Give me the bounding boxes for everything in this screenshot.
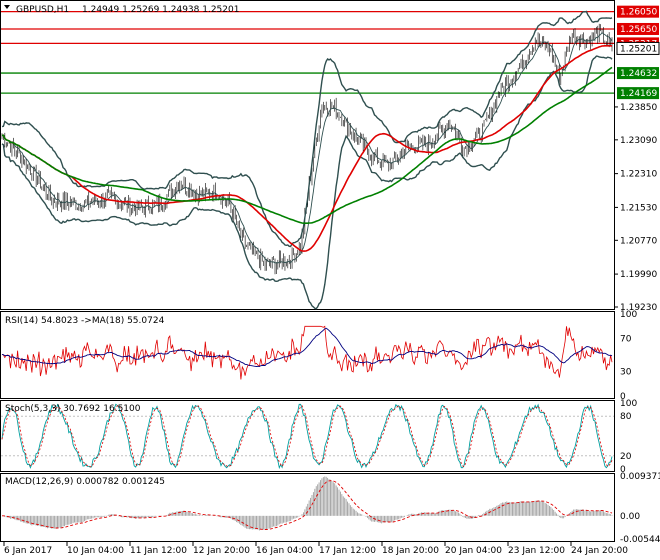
stoch-tick-label: 0 [620,465,626,475]
time-tick-label: 20 Jan 04:00 [445,546,502,556]
stoch-tick-label: 80 [620,412,632,422]
price-label: 1.24632 [620,69,657,79]
time-tick-label: 10 Jan 04:00 [67,546,124,556]
price-label-box [617,22,659,35]
price-tick-label: 1.19990 [620,270,657,280]
price-panel[interactable] [0,0,615,310]
stoch-main-line [1,403,613,470]
time-tick-label: 24 Jan 20:00 [571,546,628,556]
stoch-tick-label: 20 [620,452,632,462]
price-label: 1.24169 [620,89,657,99]
macd-signal-line [2,480,613,530]
price-tick-label: 1.23090 [620,136,657,146]
macd-tick-label: 0.009371 [620,472,660,482]
rsi-title: RSI(14) 54.8023 ->MA(18) 55.0724 [5,316,165,326]
rsi-ma-line [1,327,613,367]
rsi-axis: 100 70 30 0 [620,310,637,402]
time-tick-label: 23 Jan 12:00 [508,546,565,556]
red-ma [1,44,613,252]
time-tick-label: 16 Jan 04:00 [256,546,313,556]
macd-axis: 0.009371 0.00 -0.005449 [620,472,660,545]
price-tick-label: 1.20770 [620,236,657,246]
bollinger-upper [1,10,613,248]
price-label-box [617,87,659,100]
price-label: 1.25650 [620,25,657,35]
stoch-plot [1,403,614,470]
macd-title: MACD(12,26,9) 0.000782 0.001245 [5,477,165,487]
ohlc-label: 1.24949 1.25269 1.24938 1.25201 [82,5,239,15]
time-tick-label: 18 Jan 20:00 [382,546,439,556]
time-tick-label: 12 Jan 20:00 [193,546,250,556]
time-tick-label: 6 Jan 2017 [4,546,52,556]
rsi-plot [1,325,613,380]
price-tick-label: 1.22310 [620,170,657,180]
rsi-tick-label: 100 [620,310,637,320]
price-label-box [617,67,659,80]
price-axis: 1.260501.256501.253171.252011.246321.241… [614,5,660,313]
stoch-signal-line [1,404,613,468]
stoch-tick-label: 100 [620,399,637,409]
fast-ma [1,32,613,264]
price-tick-label: 1.19230 [620,303,657,313]
stoch-title: Stoch(5,3,3) 30.7692 16.5100 [5,404,141,414]
stoch-panel[interactable] [0,400,615,472]
time-tick-label: 11 Jan 12:00 [130,546,187,556]
rsi-tick-label: 30 [620,367,632,377]
price-plot [1,10,614,310]
macd-tick-label: -0.005449 [620,535,660,545]
current-price-box [616,41,660,55]
macd-plot [2,476,613,531]
price-tick-label: 1.23850 [620,103,657,113]
price-label: 1.26050 [620,8,657,18]
rsi-tick-label: 0 [620,392,626,402]
time-axis: 6 Jan 2017 10 Jan 04:00 11 Jan 12:00 12 Jan… [3,542,628,556]
green-ma [1,66,613,224]
macd-tick-label: 0.00 [620,512,640,522]
time-tick-label: 17 Jan 12:00 [319,546,376,556]
dropdown-arrow-icon[interactable] [4,5,10,9]
rsi-tick-label: 70 [620,335,632,345]
rsi-line [1,325,613,380]
price-tick-label: 1.21530 [620,203,657,213]
symbol-label: GBPUSD,H1 [16,5,69,15]
current-price-label: 1.25201 [620,44,657,54]
stoch-axis: 100 80 20 0 [620,399,637,475]
price-label-box [617,5,659,18]
